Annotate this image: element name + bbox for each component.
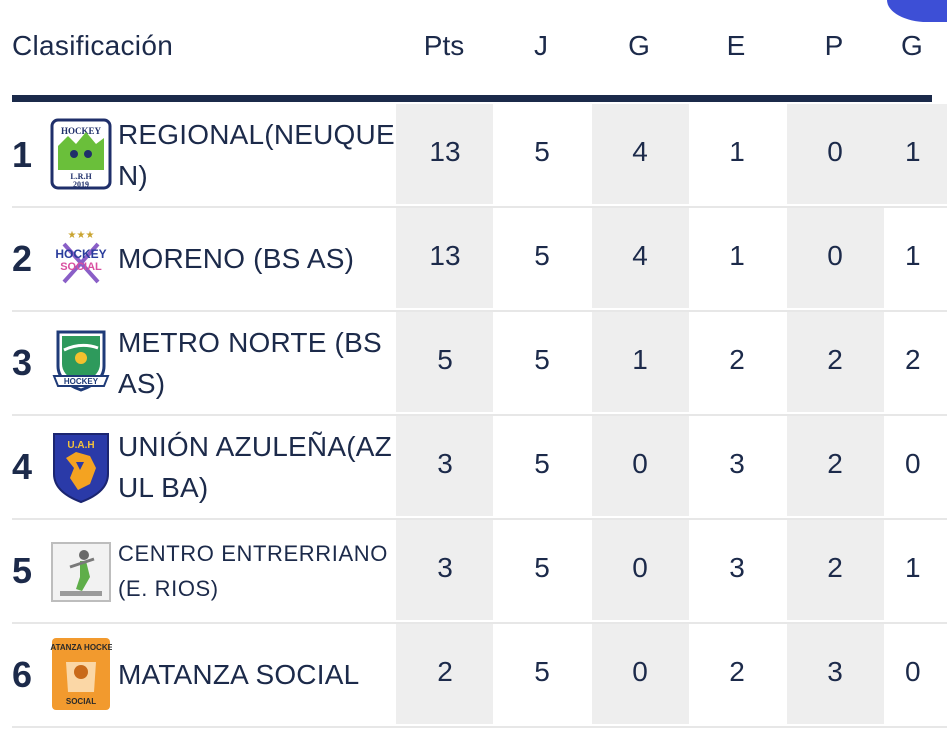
stat-p: 2 (827, 448, 843, 479)
svg-text:HOCKEY: HOCKEY (64, 377, 99, 386)
svg-text:MATANZA HOCKEY: MATANZA HOCKEY (50, 643, 112, 652)
stat-goals: 1 (905, 136, 921, 167)
centro-entrerriano-logo (50, 534, 112, 610)
column-header-p[interactable]: P (824, 30, 844, 61)
stat-goals: 0 (905, 448, 921, 479)
stat-j: 5 (534, 448, 550, 479)
stat-pts: 13 (429, 240, 461, 271)
stat-j: 5 (534, 136, 550, 167)
table-row[interactable]: 5 CENTRO ENTRERRIANO (E. RIOS) 3 5 0 3 2… (12, 520, 947, 622)
stat-g: 1 (632, 344, 648, 375)
stat-p: 3 (827, 656, 843, 687)
stat-e: 1 (729, 240, 745, 271)
standings-table: Clasificación Pts J G E P G 1 HOCKEY L.R… (12, 0, 947, 731)
position-number: 3 (12, 342, 33, 383)
stat-g: 0 (632, 552, 648, 583)
stat-j: 5 (534, 344, 550, 375)
stat-pts: 13 (429, 136, 461, 167)
position-number: 6 (12, 654, 33, 695)
table-row[interactable]: 4 U.A.H UNIÓN AZULEÑA(AZUL BA) 3 5 0 3 2… (12, 416, 947, 518)
svg-text:SOCIAL: SOCIAL (60, 261, 102, 273)
stat-e: 2 (729, 656, 745, 687)
stat-j: 5 (534, 552, 550, 583)
stat-pts: 5 (437, 344, 453, 375)
team-name[interactable]: MORENO (BS AS) (118, 243, 355, 274)
stat-e: 1 (729, 136, 745, 167)
column-header-e[interactable]: E (726, 30, 746, 61)
team-name[interactable]: REGIONAL(NEUQUEN) (118, 119, 395, 191)
column-header-goals[interactable]: G (901, 30, 923, 61)
uah-shield-logo: U.A.H (50, 430, 112, 506)
table-row[interactable]: 1 HOCKEY L.R.H 2019 REGIONAL(NEUQUEN) 13… (12, 104, 947, 206)
stat-g: 4 (632, 136, 648, 167)
position-number: 5 (12, 550, 33, 591)
lrh-hockey-2019-logo: HOCKEY L.R.H 2019 (50, 116, 112, 192)
stat-pts: 2 (437, 656, 453, 687)
stat-p: 2 (827, 344, 843, 375)
table-row[interactable]: 6 MATANZA HOCKEY SOCIAL MATANZA SOCIAL 2… (12, 624, 947, 726)
column-header-g[interactable]: G (628, 30, 650, 61)
team-name[interactable]: UNIÓN AZULEÑA(AZUL BA) (118, 431, 392, 503)
stat-pts: 3 (437, 552, 453, 583)
team-name[interactable]: CENTRO ENTRERRIANO (E. RIOS) (118, 541, 388, 601)
top-corner-accent (887, 0, 947, 22)
stat-pts: 3 (437, 448, 453, 479)
column-header-j[interactable]: J (534, 30, 548, 61)
stat-e: 3 (729, 552, 745, 583)
svg-text:SOCIAL: SOCIAL (66, 697, 96, 706)
stat-g: 0 (632, 656, 648, 687)
matanza-hockey-social-logo: MATANZA HOCKEY SOCIAL (50, 636, 112, 712)
team-name[interactable]: MATANZA SOCIAL (118, 659, 360, 690)
position-number: 1 (12, 134, 33, 175)
stat-p: 0 (827, 240, 843, 271)
stat-goals: 1 (905, 240, 921, 271)
svg-text:HOCKEY: HOCKEY (61, 126, 102, 136)
table-row[interactable]: 3 HOCKEY METRO NORTE (BS AS) 5 5 1 2 2 2 (12, 312, 947, 414)
stat-j: 5 (534, 656, 550, 687)
svg-text:U.A.H: U.A.H (67, 440, 94, 451)
position-number: 2 (12, 238, 33, 279)
svg-text:2019: 2019 (73, 180, 89, 189)
stat-goals: 0 (905, 656, 921, 687)
hockey-social-logo: ★★★ HOCKEY SOCIAL (50, 220, 112, 296)
table-row[interactable]: 2 ★★★ HOCKEY SOCIAL MORENO (BS AS) 13 5 … (12, 208, 947, 310)
stat-p: 2 (827, 552, 843, 583)
table-header: Clasificación Pts J G E P G (12, 0, 947, 95)
position-number: 4 (12, 446, 33, 487)
column-header-pts[interactable]: Pts (423, 30, 465, 61)
stat-goals: 1 (905, 552, 921, 583)
svg-text:★★★: ★★★ (68, 230, 95, 241)
standings-title: Clasificación (12, 30, 174, 61)
header-divider (12, 95, 932, 102)
svg-text:L.R.H: L.R.H (70, 172, 92, 181)
stat-g: 0 (632, 448, 648, 479)
stat-e: 2 (729, 344, 745, 375)
team-name[interactable]: METRO NORTE (BS AS) (118, 327, 382, 399)
svg-text:HOCKEY: HOCKEY (55, 247, 106, 261)
stat-goals: 2 (905, 344, 921, 375)
stat-p: 0 (827, 136, 843, 167)
stat-j: 5 (534, 240, 550, 271)
stat-g: 4 (632, 240, 648, 271)
stat-e: 3 (729, 448, 745, 479)
metro-norte-hockey-shield-logo: HOCKEY (50, 324, 112, 400)
